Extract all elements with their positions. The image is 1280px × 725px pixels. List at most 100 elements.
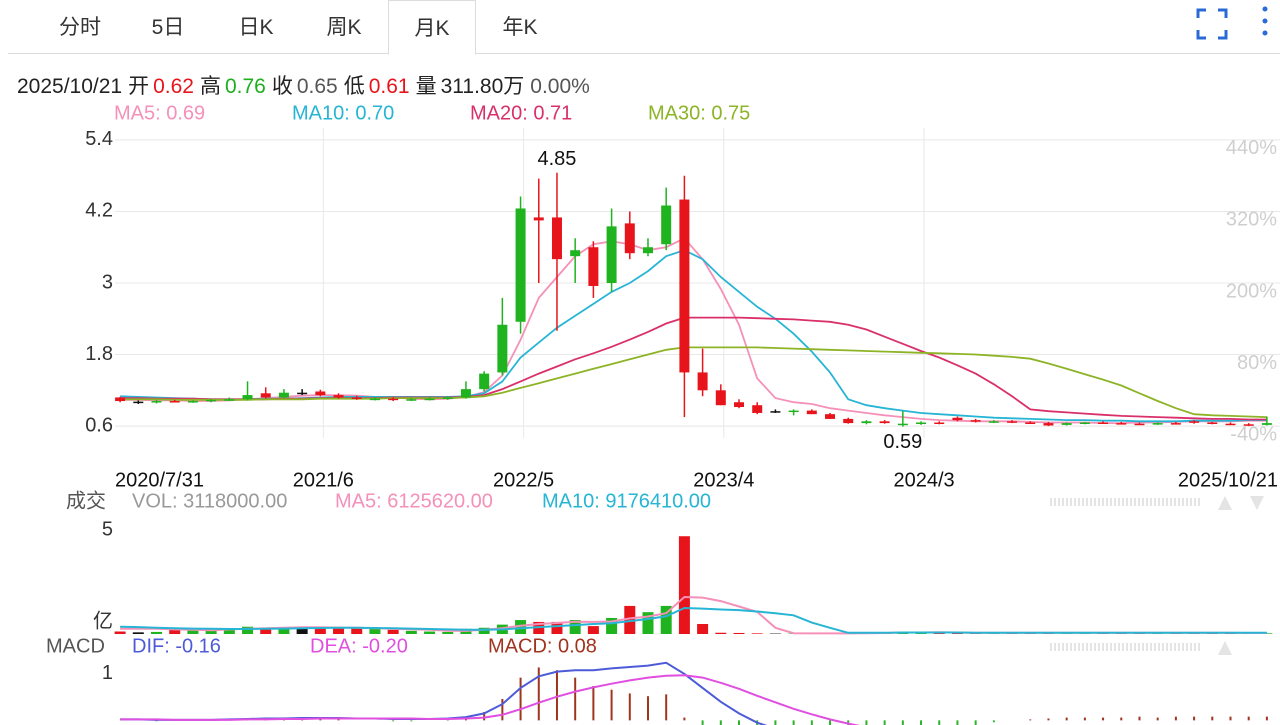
legend-entry: MA20: 0.71 [470,102,572,124]
candle-body [570,250,581,257]
candle-body [642,247,653,254]
candle-body [551,217,562,260]
candle-body [879,421,890,424]
volume-bar [132,632,144,634]
toolbar-icons [1196,6,1268,40]
candle-body [1261,423,1272,425]
candle-body [788,410,799,413]
candle-body [897,423,908,426]
candle-body [1098,422,1109,424]
ma-line [120,316,1267,421]
y-tick-label: 1.8 [85,343,113,365]
volume-bar [114,631,126,634]
macd-line [120,674,861,725]
candle-body [970,420,981,422]
tab[interactable]: 5日 [151,16,185,39]
volume-bar [515,620,527,634]
volume-bar [751,633,763,634]
candle-body [333,395,344,398]
quote-value: 0.62 [153,75,194,98]
candle-body [1134,423,1145,426]
quote-date: 2025/10/21 [17,75,123,98]
y-tick-label: 5 [102,518,113,540]
menu-dot[interactable] [1262,18,1268,24]
candle-body [934,422,945,424]
candle-body [661,205,672,245]
candle-body [442,397,453,399]
quote-label: 收 [271,75,293,98]
volume-bar [169,629,181,634]
legend-entry: DIF: -0.16 [132,635,221,657]
tab[interactable]: 周K [326,16,362,39]
candle-body [515,208,526,322]
quote-value: 311.80万 [440,75,525,98]
candle-body [1061,423,1072,425]
legend-entry: MA10: 9176410.00 [542,490,711,512]
y2-tick-label: 440% [1226,137,1277,159]
candle-body [206,399,217,402]
x-tick-label: 2022/5 [493,469,554,491]
candle-body [388,398,399,401]
menu-dot[interactable] [1262,6,1268,12]
fullscreen-icon[interactable] [1196,8,1228,40]
candle-body [151,401,162,403]
legend-entry: MACD: 0.08 [488,635,597,657]
tab[interactable]: 年K [502,16,538,39]
volume-bar [151,631,163,634]
quote-label: 高 [199,75,221,98]
candle-body [697,372,708,391]
volume-bar [296,626,308,634]
candle-body [278,392,289,398]
x-tick-label: 2023/4 [693,469,754,491]
candle-body [752,405,763,413]
volume-bar [587,626,599,634]
tab[interactable]: 日K [238,16,274,39]
volume-bar [697,624,709,634]
y-tick-label: 0.6 [85,414,113,436]
quote-value: 0.65 [296,75,338,98]
candle-body [606,226,617,283]
x-tick-label: 2024/3 [893,469,954,491]
tab-bar: 分时 5日 日K 周K 月K 年K [8,0,1280,55]
tab[interactable]: 月K [388,0,476,55]
candle-body [1207,422,1218,424]
volume-bar [569,620,581,634]
volume-bar [551,621,563,634]
candle-body [497,324,508,373]
menu-dot[interactable] [1262,30,1268,36]
tab[interactable]: 分时 [59,16,101,39]
volume-bar [278,627,290,634]
candle-body [242,395,253,400]
candle-body [770,411,781,413]
candle-body [843,418,854,424]
legend-entry: MA5: 6125620.00 [335,490,493,512]
x-tick-label: 2021/6 [293,469,354,491]
candle-body [1152,423,1163,425]
candle-body [297,392,308,395]
quote-value: 0.00% [530,75,590,98]
candle-body [1025,422,1036,424]
y-unit: 亿 [93,609,113,632]
x-tick-label: 2020/7/31 [115,469,204,491]
volume-bar [205,630,217,634]
candle-body [424,398,435,401]
volume-bar [223,628,235,634]
candle-body [1170,423,1181,425]
volume-bar [624,605,636,634]
volume-bar [478,627,490,634]
candle-body [1079,422,1090,424]
candle-body [1007,421,1018,423]
candle-body [679,199,690,373]
volume-bar [242,626,254,634]
y2-tick-label: 200% [1226,280,1277,302]
candle-body [260,393,271,398]
candle-body [988,421,999,423]
legend-entry: DEA: -0.20 [310,635,408,657]
legend-entry: MA30: 0.75 [648,102,750,124]
candle-body [133,401,144,404]
quote-label: 开 [128,75,150,98]
volume-bar [642,612,654,634]
panel-label: VOL: 3118000.00 [132,490,287,512]
